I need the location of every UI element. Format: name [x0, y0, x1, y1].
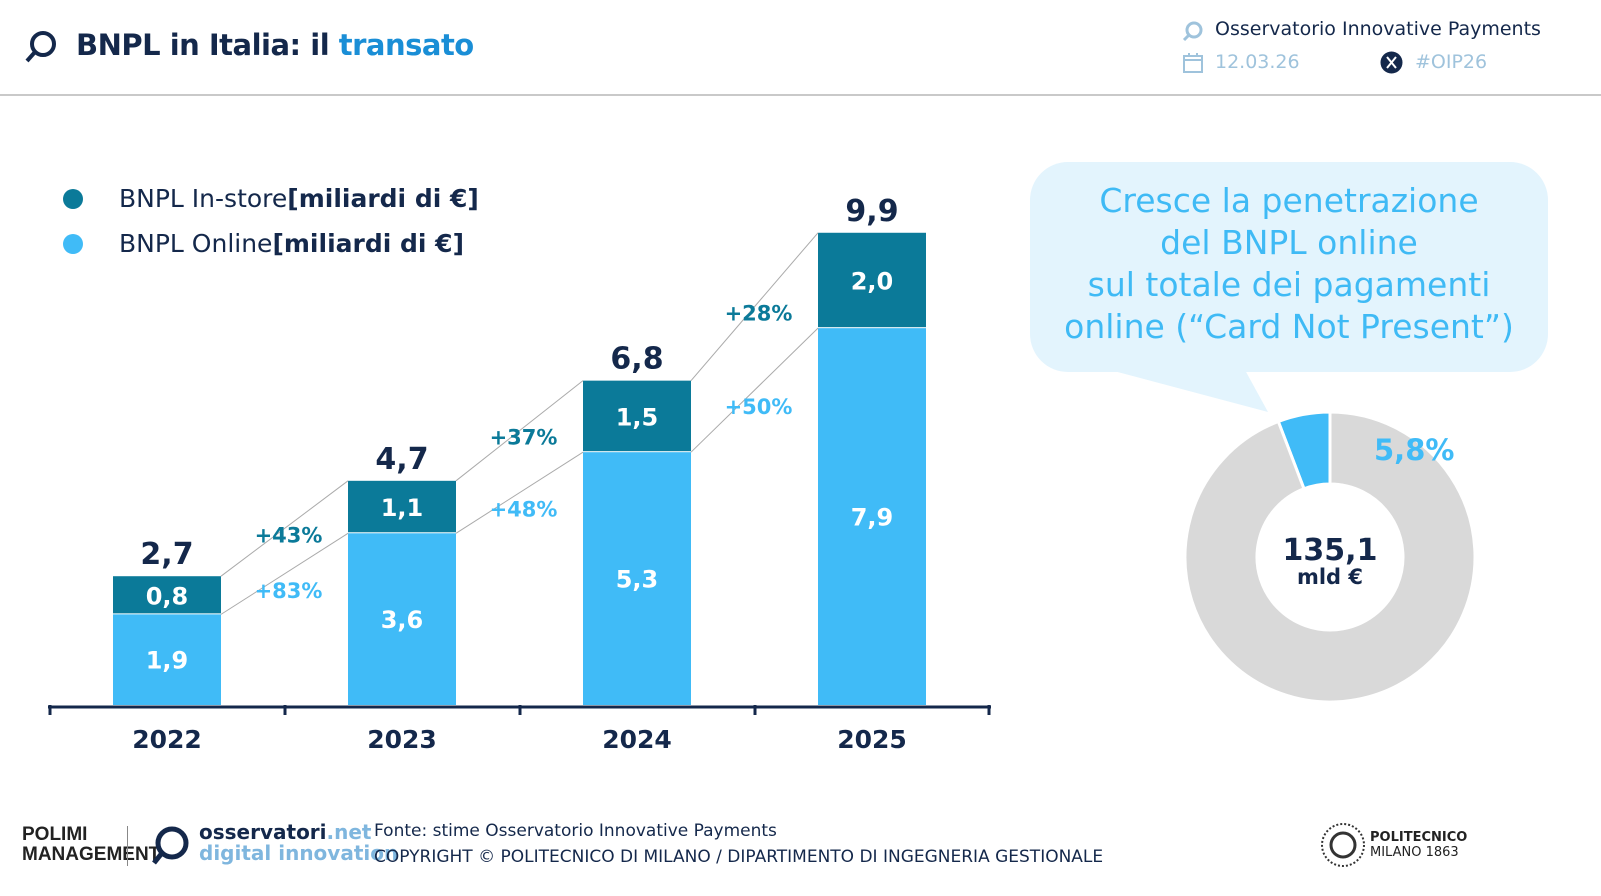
bar-label-online: 1,9 — [146, 647, 189, 675]
x-tick-label: 2025 — [837, 725, 907, 754]
legend-dot-instore — [63, 188, 83, 209]
callout-line: Cresce la penetrazione — [1099, 181, 1479, 220]
osservatori-wordmark: osservatori.net digital innovation — [199, 820, 399, 865]
growth-label-online: +48% — [490, 498, 558, 522]
stacked-bar-chart: 1,9 0,8 2,7 2022 3,6 1,1 4,7 2023 5,3 1,5 6,8 2024 7… — [48, 194, 991, 754]
donut-center-unit: mld € — [1297, 565, 1363, 589]
callout-line: online (“Card Not Present”) — [1064, 307, 1514, 346]
x-tick-label: 2024 — [602, 725, 672, 754]
growth-label-instore: +43% — [255, 524, 323, 548]
bar-label-instore: 2,0 — [851, 267, 894, 295]
event-date: 12.03.26 — [1215, 51, 1300, 73]
growth-label-instore: +28% — [725, 302, 793, 326]
bar-instore — [583, 380, 691, 452]
legend-dot-online — [63, 233, 83, 254]
source-note: Fonte: stime Osservatorio Innovative Pay… — [374, 821, 777, 841]
page-title: BNPL in Italia: il transato — [76, 28, 474, 62]
bar-total-label: 4,7 — [375, 442, 428, 477]
bar-label-online: 5,3 — [616, 566, 659, 594]
connector-online — [455, 451, 584, 534]
bar-total-label: 6,8 — [610, 342, 663, 377]
connector-online — [220, 532, 349, 615]
bar-label-instore: 0,8 — [146, 582, 189, 610]
callout-bubble: Cresce la penetrazione del BNPL online s… — [1030, 162, 1548, 372]
callout-pointer — [1110, 370, 1268, 412]
donut-center-value: 135,1 — [1283, 533, 1378, 568]
politecnico-logo: POLITECNICO MILANO 1863 — [1370, 830, 1468, 860]
bar-instore — [818, 232, 926, 328]
calendar-icon — [1183, 53, 1203, 73]
bar-online — [348, 533, 456, 705]
connector-online — [690, 327, 819, 453]
x-tick-label: 2023 — [367, 725, 437, 754]
donut-slice-label: 5,8% — [1374, 433, 1454, 467]
connector-instore — [455, 380, 584, 482]
politecnico-seal-icon — [1321, 823, 1365, 867]
legend-online: BNPL Online [miliardi di €] — [63, 229, 464, 258]
legend-instore: BNPL In-store [miliardi di €] — [63, 184, 479, 213]
bar-total-label: 2,7 — [140, 537, 193, 572]
growth-label-instore: +37% — [490, 426, 558, 450]
connector-instore — [220, 480, 349, 577]
callout-line: sul totale dei pagamenti — [1087, 265, 1491, 304]
org-name: Osservatorio Innovative Payments — [1215, 18, 1541, 40]
x-tick-label: 2022 — [132, 725, 202, 754]
bar-online — [583, 452, 691, 705]
bar-online — [113, 614, 221, 705]
bar-online — [818, 328, 926, 705]
bar-label-instore: 1,5 — [616, 403, 659, 431]
bar-instore — [113, 576, 221, 614]
copyright: COPYRIGHT © POLITECNICO DI MILANO / DIPA… — [374, 847, 1104, 867]
polimi-logo: POLIMI MANAGEMENT — [22, 824, 161, 865]
bar-total-label: 9,9 — [845, 194, 898, 229]
bar-label-instore: 1,1 — [381, 494, 424, 522]
osservatori-logo-icon — [25, 31, 56, 63]
bar-instore — [348, 480, 456, 533]
footer-divider — [127, 826, 128, 866]
connector-instore — [690, 232, 819, 381]
x-twitter-icon[interactable] — [1380, 51, 1403, 74]
header-divider — [0, 94, 1601, 96]
bar-label-online: 3,6 — [381, 606, 424, 634]
callout-line: del BNPL online — [1160, 223, 1418, 262]
osservatori-icon — [1182, 21, 1203, 42]
hashtag[interactable]: #OIP26 — [1415, 51, 1488, 73]
growth-label-online: +50% — [725, 395, 793, 419]
bar-label-online: 7,9 — [851, 504, 894, 532]
osservatori-footer-icon — [152, 826, 189, 865]
donut-slice — [1183, 410, 1477, 704]
growth-label-online: +83% — [255, 579, 323, 603]
